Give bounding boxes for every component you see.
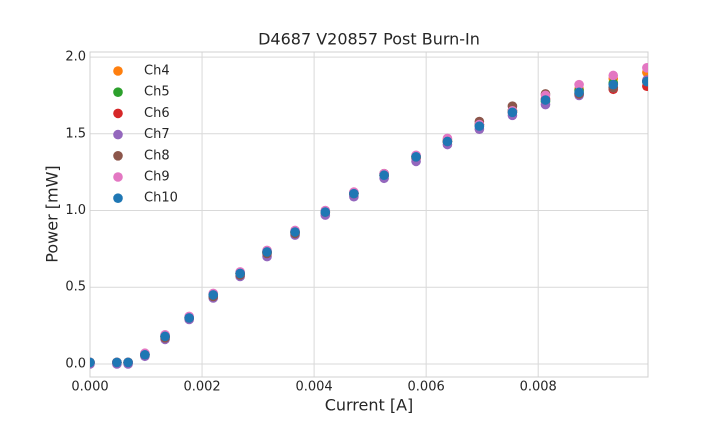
legend-label: Ch9 <box>144 170 170 185</box>
legend: Ch4 Ch5 Ch6 Ch7 Ch8 Ch9 Ch10 <box>113 64 178 206</box>
x-tick-label: 0.006 <box>408 380 445 395</box>
legend-label: Ch7 <box>144 127 170 142</box>
y-tick-label: 0.0 <box>65 356 86 371</box>
legend-label: Ch5 <box>144 85 170 100</box>
y-axis-label: Power [mW] <box>43 165 62 262</box>
x-tick-label: 0.004 <box>295 380 332 395</box>
y-tick-label: 1.5 <box>65 126 86 141</box>
point <box>540 95 551 105</box>
point <box>90 357 95 368</box>
y-tick-label: 1.0 <box>65 203 86 218</box>
y-tick-label: 0.5 <box>65 280 86 295</box>
point <box>608 70 619 81</box>
point <box>184 313 194 323</box>
point <box>290 227 300 237</box>
x-tick-label: 0.002 <box>183 380 220 395</box>
x-axis-label: Current [A] <box>325 396 414 415</box>
legend-label: Ch10 <box>144 191 178 206</box>
point <box>160 331 170 342</box>
x-tick-label: 0.000 <box>71 380 108 395</box>
x-tick-label: 0.008 <box>520 380 557 395</box>
legend-marker <box>113 87 123 97</box>
legend-marker <box>113 66 123 76</box>
legend-label: Ch4 <box>144 64 170 79</box>
grid <box>89 52 648 377</box>
legend-marker <box>113 108 123 119</box>
point <box>474 121 485 131</box>
legend-label: Ch6 <box>144 106 170 121</box>
plot-frame <box>89 51 649 378</box>
point <box>608 79 619 90</box>
legend-label: Ch8 <box>144 148 170 163</box>
point <box>574 79 584 90</box>
point <box>642 76 648 87</box>
point <box>507 107 518 118</box>
point <box>442 136 453 147</box>
point <box>235 268 245 279</box>
point <box>262 247 272 257</box>
legend-marker <box>113 193 123 203</box>
chart-title: D4687 V20857 Post Burn-In <box>258 30 480 49</box>
point <box>320 207 331 217</box>
point <box>349 188 359 199</box>
point <box>112 357 122 368</box>
legend-marker <box>113 129 123 140</box>
point <box>379 170 389 181</box>
point <box>208 290 219 300</box>
legend-marker <box>113 151 123 161</box>
point <box>140 349 150 360</box>
y-tick-label: 2.0 <box>65 50 86 65</box>
point <box>642 63 648 73</box>
legend-marker <box>113 172 123 182</box>
point <box>574 87 584 98</box>
point <box>123 357 133 368</box>
point <box>411 152 421 162</box>
points <box>90 63 648 369</box>
